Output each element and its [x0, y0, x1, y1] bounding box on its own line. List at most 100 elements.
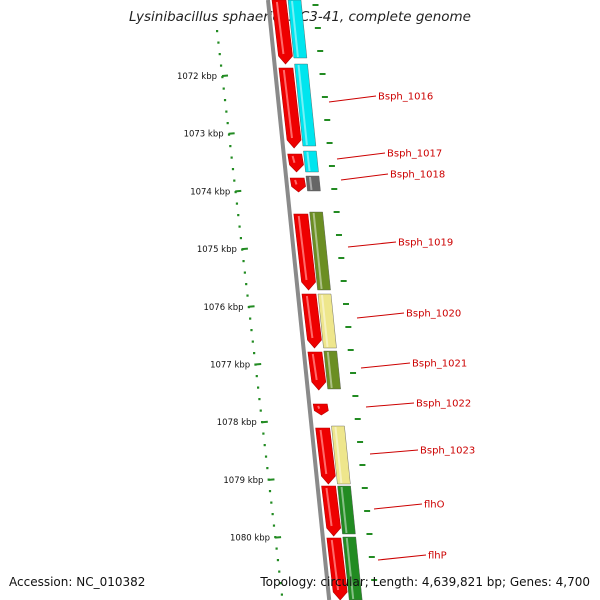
minor-tick: [256, 386, 260, 389]
minor-tick: [258, 398, 261, 401]
minor-tick: [239, 237, 243, 240]
minor-tick: [238, 225, 241, 228]
cog-highlight: [320, 294, 329, 348]
cds-arrow: [312, 403, 329, 416]
leader-line: [356, 312, 405, 319]
cog-highlight: [297, 64, 308, 146]
leader-line: [328, 95, 377, 103]
cog-block: [303, 150, 319, 173]
minor-tick: [271, 513, 274, 516]
kbp-label: 1074 kbp: [190, 187, 230, 197]
cds-arrow: [289, 177, 306, 193]
kbp-label: 1077 kbp: [210, 361, 250, 371]
major-tick: [241, 247, 248, 251]
cds-highlight: [275, 1, 285, 55]
gene-label-bsph_1022: Bsph_1022: [416, 399, 471, 410]
gene-label-bsph_1020: Bsph_1020: [406, 309, 461, 320]
gene-label-bsph_1023: Bsph_1023: [420, 446, 475, 457]
cog-highlight: [340, 486, 348, 534]
minor-tick: [226, 122, 229, 125]
cog-block: [317, 293, 337, 349]
gene-label-bsph_1018: Bsph_1018: [390, 170, 445, 181]
minor-tick: [275, 547, 278, 550]
major-tick: [248, 305, 255, 308]
cds-arrow: [287, 153, 304, 173]
cog-block: [294, 63, 317, 147]
minor-tick: [279, 582, 282, 585]
major-tick: [221, 74, 229, 77]
minor-tick: [262, 432, 265, 435]
gene-labels: Bsph_1016 Bsph_1017 Bsph_1018 Bsph_1019 Bsph…: [328, 92, 475, 562]
cog-block: [323, 350, 341, 390]
cds-highlight: [282, 69, 293, 139]
major-tick: [268, 478, 275, 481]
cds-arrow: [326, 537, 348, 600]
leader-line: [336, 152, 386, 160]
backbone-line: [266, 0, 332, 600]
leader-line: [360, 362, 411, 369]
minor-tick: [270, 501, 273, 504]
minor-tick: [249, 317, 252, 320]
cds-arrow: [321, 485, 341, 537]
minor-tick: [225, 110, 228, 113]
cds-highlight: [305, 295, 314, 339]
kbp-label: 1075 kbp: [197, 245, 237, 255]
major-tick: [228, 132, 235, 135]
minor-tick: [250, 329, 253, 332]
cds-highlight: [291, 155, 296, 164]
leader-line: [340, 173, 389, 181]
kbp-label: 1076 kbp: [203, 303, 243, 313]
minor-tick: [255, 375, 258, 378]
cog-block: [342, 536, 363, 600]
gene-label-bsph_1021: Bsph_1021: [412, 359, 467, 370]
gene-label-bsph_1019: Bsph_1019: [398, 238, 453, 249]
cds-arrow: [301, 293, 322, 349]
cog-highlight: [308, 176, 313, 191]
minor-tick: [243, 271, 246, 274]
skew-ticks: [312, 4, 378, 581]
major-tick: [275, 536, 282, 539]
minor-tick: [233, 179, 236, 182]
major-tick: [261, 420, 268, 424]
kbp-label: 1073 kbp: [184, 130, 224, 140]
cds-track: [271, 0, 348, 600]
cds-highlight: [330, 539, 340, 591]
leader-line: [377, 554, 427, 561]
accession-label: Accession: NC_010382: [9, 575, 146, 589]
kbp-label: 1079 kbp: [223, 476, 263, 486]
cog-highlight: [306, 151, 311, 172]
kbp-label: 1078 kbp: [217, 418, 257, 428]
cds-arrow: [315, 427, 336, 485]
cog-highlight: [291, 0, 299, 58]
cog-block: [305, 175, 321, 192]
minor-tick: [221, 76, 224, 79]
kbp-label: 1072 kbp: [177, 72, 217, 82]
cog-block: [287, 0, 308, 59]
minor-tick: [235, 202, 239, 205]
major-tick: [235, 189, 242, 193]
minor-tick: [266, 467, 269, 470]
minor-tick: [280, 593, 284, 596]
gene-label-bsph_1016: Bsph_1016: [378, 92, 433, 103]
minor-tick: [242, 260, 245, 263]
leader-line: [369, 449, 419, 455]
backbone: [266, 0, 332, 600]
cds-arrow: [307, 351, 327, 391]
cds-arrow: [293, 213, 316, 291]
cog-highlight: [345, 537, 355, 600]
cog-block: [331, 425, 351, 485]
minor-tick: [251, 340, 254, 343]
minor-tick: [253, 352, 256, 355]
minor-tick: [259, 409, 262, 412]
minor-tick: [230, 156, 233, 159]
minor-tick: [217, 41, 220, 44]
minor-tick: [223, 99, 227, 102]
minor-tick: [268, 490, 272, 493]
minor-tick: [218, 53, 221, 56]
cds-highlight: [319, 429, 328, 475]
gene-label-flho: flhO: [424, 500, 445, 511]
leader-line: [347, 241, 397, 248]
minor-tick: [272, 524, 276, 527]
minor-tick: [222, 87, 225, 90]
